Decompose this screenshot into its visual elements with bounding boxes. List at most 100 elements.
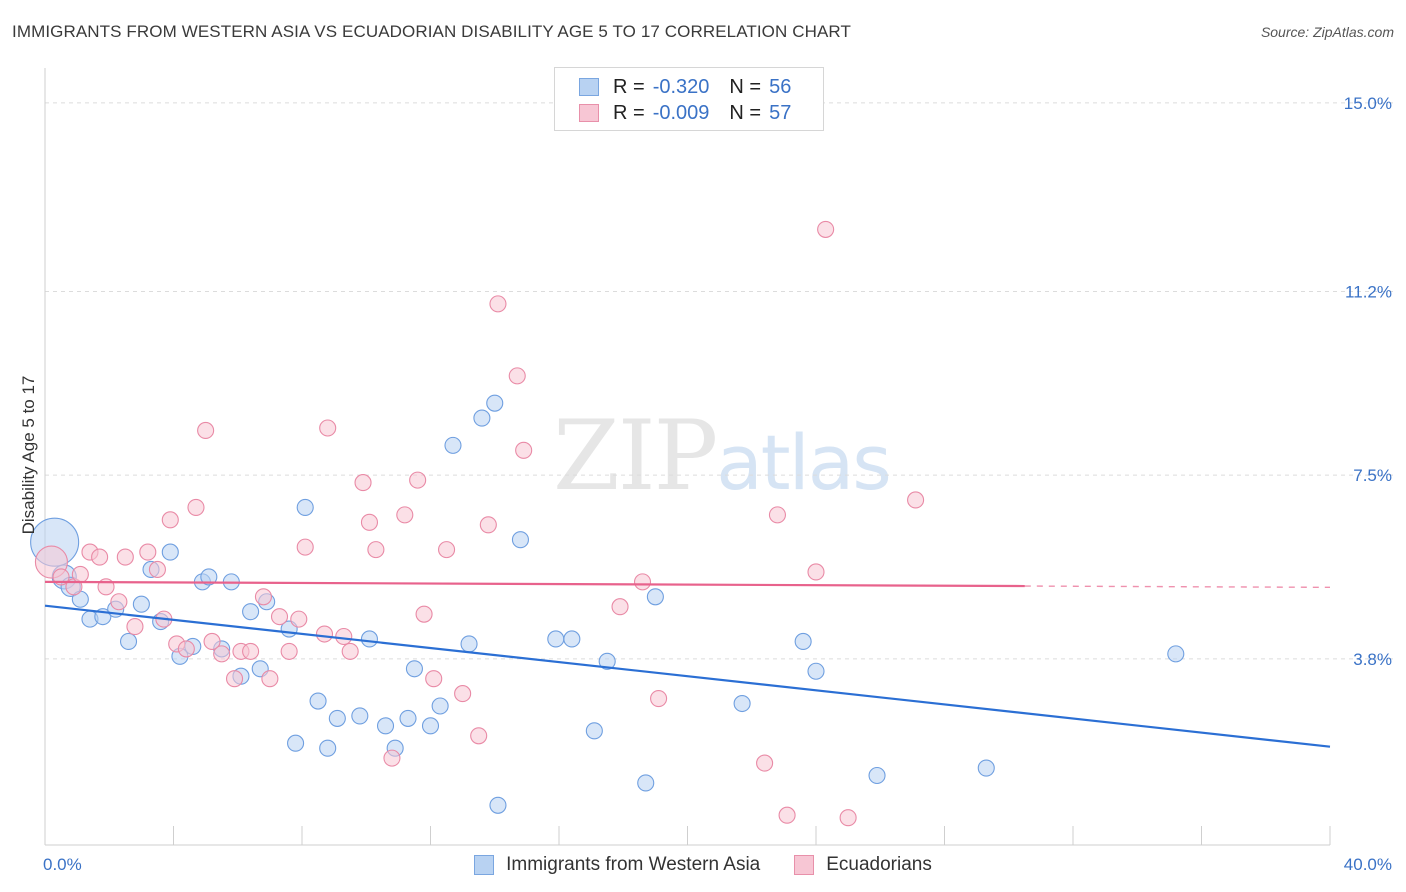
data-point xyxy=(203,632,221,651)
data-point xyxy=(376,717,395,735)
x-tick-label: 0.0% xyxy=(43,855,82,874)
data-point xyxy=(360,513,379,531)
data-point xyxy=(110,593,128,611)
data-point xyxy=(907,491,925,509)
tick-labels: 3.8% 7.5% 11.2% 15.0% 0.0% 40.0% xyxy=(43,94,1392,874)
data-point xyxy=(367,541,385,559)
data-point xyxy=(778,806,796,824)
y-axis-label: Disability Age 5 to 17 xyxy=(19,376,38,535)
data-point xyxy=(817,220,835,238)
legend-n-value: 56 xyxy=(769,75,792,98)
data-point xyxy=(139,543,157,561)
y-tick-label: 11.2% xyxy=(1345,282,1392,301)
data-point xyxy=(396,506,414,524)
data-point xyxy=(486,394,504,412)
data-point xyxy=(71,565,89,583)
data-point xyxy=(473,409,491,427)
data-point xyxy=(225,670,244,688)
legend-box: R = -0.320 N = 56 R = -0.009 N = 57 xyxy=(554,67,824,131)
y-tick-label: 7.5% xyxy=(1353,466,1392,485)
legend-row-western-asia: R = -0.320 N = 56 xyxy=(579,74,791,100)
data-point xyxy=(148,560,166,579)
y-tick-label: 15.0% xyxy=(1344,94,1392,113)
bottom-legend-swatch-ecuadorians xyxy=(794,855,815,875)
series-ecuadorians xyxy=(34,220,925,827)
data-point xyxy=(319,739,337,757)
data-point xyxy=(319,419,337,437)
grid-lines xyxy=(45,102,1395,660)
data-point xyxy=(116,548,134,566)
data-point xyxy=(242,603,260,621)
data-point xyxy=(460,635,478,653)
legend-r-value: -0.320 xyxy=(652,75,710,98)
data-point xyxy=(839,809,857,827)
legend-r-value: -0.009 xyxy=(652,101,710,124)
data-point xyxy=(296,498,314,516)
legend-n-value: 57 xyxy=(769,101,792,124)
data-point xyxy=(270,608,289,626)
bottom-legend: Immigrants from Western Asia Ecuadorians xyxy=(0,852,1406,878)
data-point xyxy=(351,707,369,725)
data-point xyxy=(585,722,603,740)
data-point xyxy=(637,774,655,792)
data-point xyxy=(768,506,787,524)
watermark-text-a: ZIP xyxy=(553,400,718,512)
data-point xyxy=(290,610,308,628)
data-point xyxy=(454,685,472,703)
data-point xyxy=(431,697,449,715)
legend-r-label: R = xyxy=(613,101,645,124)
data-point xyxy=(508,367,526,385)
data-point xyxy=(309,692,327,710)
legend-n-label: N = xyxy=(729,75,762,98)
data-point xyxy=(756,754,774,772)
legend-row-ecuadorians: R = -0.009 N = 57 xyxy=(579,100,791,126)
data-point xyxy=(425,670,443,688)
watermark-text-b: atlas xyxy=(716,418,892,507)
series-western-asia xyxy=(30,394,1185,814)
trend-line-ecuadorians xyxy=(44,580,1025,588)
data-point xyxy=(479,516,497,534)
data-point xyxy=(1167,645,1185,663)
legend-swatch-western-asia xyxy=(579,78,599,96)
data-point xyxy=(296,538,314,556)
data-point xyxy=(119,632,138,651)
data-point xyxy=(611,598,629,616)
data-point xyxy=(409,471,427,489)
data-point xyxy=(794,632,812,651)
bottom-legend-label: Ecuadorians xyxy=(826,854,932,875)
data-point xyxy=(261,670,279,688)
trend-line-ecuadorians-extension xyxy=(1024,585,1331,589)
data-point xyxy=(280,642,298,660)
data-point xyxy=(187,498,205,516)
data-point xyxy=(341,642,359,660)
data-point xyxy=(470,727,488,745)
data-point xyxy=(405,660,423,678)
data-point xyxy=(177,640,195,658)
data-point xyxy=(354,474,372,492)
data-point xyxy=(444,436,462,454)
data-point xyxy=(335,627,353,646)
data-point xyxy=(197,421,215,440)
data-point xyxy=(733,694,751,713)
chart-title: IMMIGRANTS FROM WESTERN ASIA VS ECUADORI… xyxy=(12,22,851,41)
data-point xyxy=(213,645,231,663)
data-point xyxy=(547,630,565,648)
data-points xyxy=(30,220,1185,827)
y-tick-label: 3.8% xyxy=(1353,650,1392,669)
data-point xyxy=(868,766,886,785)
bottom-legend-item-western-asia: Immigrants from Western Asia xyxy=(474,854,760,876)
data-point xyxy=(650,690,668,708)
x-tick-label: 40.0% xyxy=(1344,855,1392,874)
watermark: ZIPatlas xyxy=(553,400,892,512)
data-point xyxy=(421,717,440,735)
data-point xyxy=(438,541,456,559)
data-point xyxy=(563,630,581,648)
data-point xyxy=(489,295,507,313)
data-point xyxy=(511,531,530,549)
data-point xyxy=(383,749,401,767)
data-point xyxy=(598,652,616,670)
data-point xyxy=(807,563,825,581)
data-point xyxy=(161,511,179,529)
data-point xyxy=(126,618,144,636)
